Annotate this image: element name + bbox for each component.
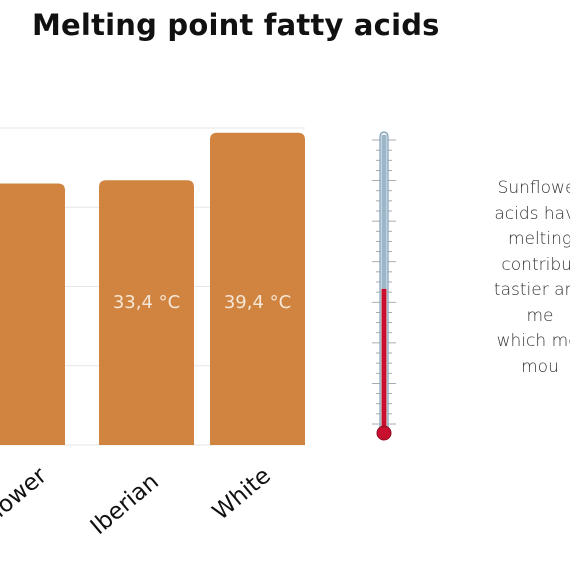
data-labels: 33,4 °C 39,4 °C xyxy=(113,292,291,313)
data-label: 33,4 °C xyxy=(113,292,180,313)
note-line: which mel xyxy=(496,331,570,351)
x-tick-label: flower xyxy=(0,462,52,528)
note-line: melting xyxy=(507,229,570,249)
note-line: tastier and xyxy=(493,280,570,300)
thermometer-fluid xyxy=(381,288,387,430)
note-line: Sunflower xyxy=(497,178,570,198)
chart-title: Melting point fatty acids xyxy=(32,8,440,42)
note-line: me xyxy=(526,305,554,326)
bar-sunflower xyxy=(0,183,65,445)
note-line: acids have xyxy=(494,203,570,224)
bar-white xyxy=(210,132,305,445)
note-line: mou xyxy=(521,356,559,377)
x-tick-labels: flower Iberian White xyxy=(0,462,276,540)
thermometer-icon xyxy=(372,131,396,441)
x-tick-label: Iberian xyxy=(86,469,164,540)
thermometer-glass-fill xyxy=(381,135,387,289)
thermometer-bulb xyxy=(376,425,392,441)
bars xyxy=(0,132,305,445)
bar-iberian xyxy=(99,180,194,445)
data-label: 39,4 °C xyxy=(224,292,291,313)
x-tick-label: White xyxy=(208,463,276,526)
